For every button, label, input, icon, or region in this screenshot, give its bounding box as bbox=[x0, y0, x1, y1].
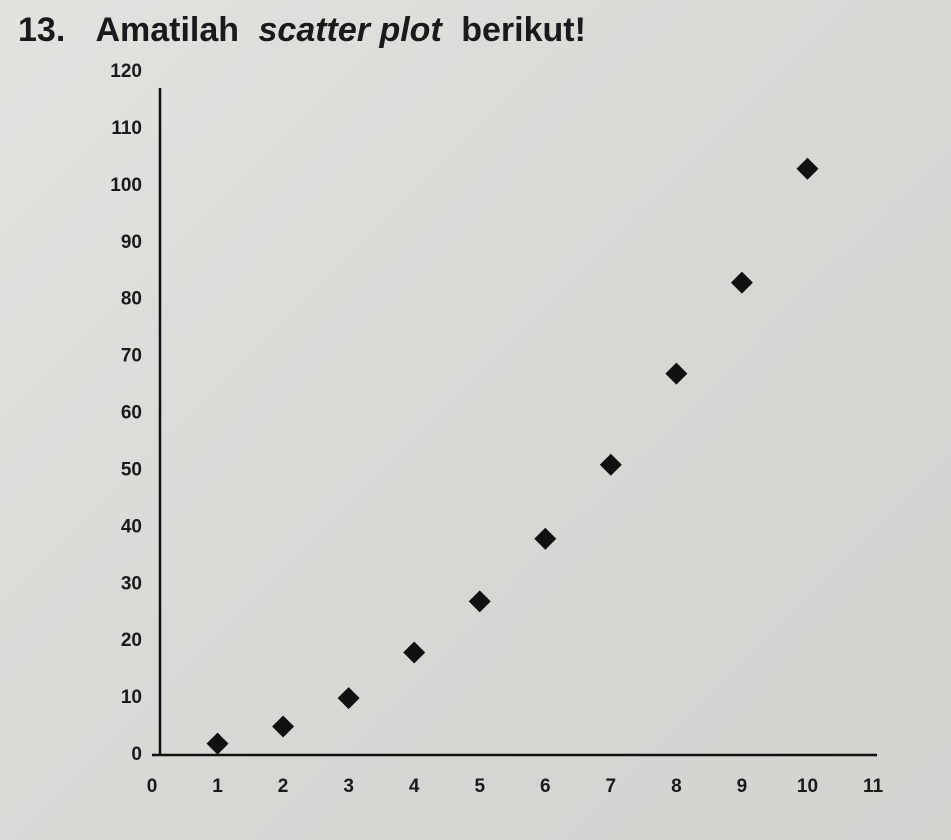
point bbox=[468, 590, 491, 613]
x-tick-label: 2 bbox=[278, 776, 289, 797]
y-tick-label: 50 bbox=[121, 459, 142, 480]
y-tick-label: 110 bbox=[111, 118, 142, 139]
y-tick-label: 20 bbox=[121, 630, 142, 651]
y-tick-label: 70 bbox=[121, 346, 142, 367]
x-tick-label: 5 bbox=[474, 776, 485, 797]
y-tick-label: 30 bbox=[121, 573, 142, 594]
y-tick-label: 10 bbox=[121, 687, 142, 708]
y-tick-label: 90 bbox=[121, 232, 142, 253]
x-tick-label: 3 bbox=[343, 776, 354, 797]
x-tick-label: 6 bbox=[540, 776, 551, 797]
y-tick-label: 60 bbox=[121, 403, 142, 424]
y-tick-label: 0 bbox=[131, 744, 142, 765]
chart-title: 13. Amatilah scatter plot berikut! bbox=[18, 11, 586, 49]
x-tick-label: 10 bbox=[797, 776, 818, 797]
question-number: 13. bbox=[18, 11, 65, 49]
point bbox=[796, 157, 819, 180]
title-part: scatter plot bbox=[259, 11, 444, 49]
x-tick-label: 4 bbox=[409, 776, 420, 797]
y-tick-label: 40 bbox=[121, 516, 142, 537]
point bbox=[599, 453, 622, 476]
x-tick-label: 8 bbox=[671, 776, 682, 797]
point bbox=[272, 715, 295, 738]
point bbox=[206, 732, 229, 755]
y-tick-label: 100 bbox=[110, 175, 142, 196]
title-part: Amatilah bbox=[95, 11, 239, 49]
x-tick-label: 7 bbox=[606, 776, 617, 797]
point bbox=[403, 641, 426, 664]
x-tick-label: 0 bbox=[147, 776, 158, 797]
point bbox=[730, 271, 753, 294]
x-tick-label: 9 bbox=[737, 776, 748, 797]
point bbox=[665, 362, 688, 385]
y-tick-label: 120 bbox=[110, 61, 142, 82]
point bbox=[534, 527, 557, 550]
x-tick-label: 1 bbox=[212, 776, 223, 797]
point bbox=[337, 687, 360, 710]
y-tick-label: 80 bbox=[121, 289, 142, 310]
x-tick-label: 11 bbox=[863, 776, 884, 797]
title-part: berikut! bbox=[461, 11, 586, 49]
